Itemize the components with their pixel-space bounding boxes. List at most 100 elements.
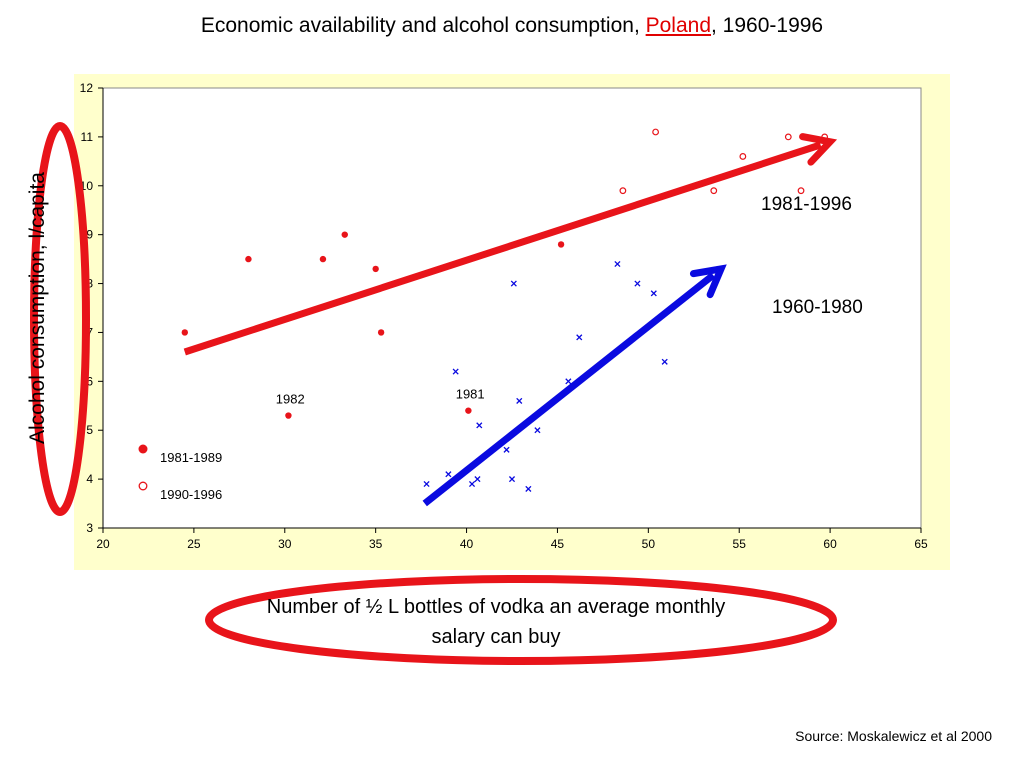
source-note: Source: Moskalewicz et al 2000 <box>795 728 992 744</box>
data-point-1960-1980 <box>614 260 621 268</box>
data-point-1960-1980 <box>508 476 516 483</box>
data-point-1960-1980 <box>468 480 476 488</box>
x-marker-stroke <box>716 265 723 272</box>
page-title: Economic availability and alcohol consum… <box>0 14 1024 38</box>
data-point-1960-1980 <box>503 446 510 453</box>
data-point-1960-1980 <box>650 290 657 297</box>
data-point-1960-1980 <box>525 485 532 492</box>
trend-arrow-head <box>689 264 727 299</box>
data-point-1981-1989 <box>245 255 252 263</box>
data-point-1981-1989 <box>181 329 188 336</box>
x-marker-stroke <box>452 368 459 375</box>
data-point-1960-1980 <box>476 422 483 429</box>
data-point-1960-1980 <box>716 265 723 272</box>
y-axis-label: Alcohol consumption, l/capita <box>26 172 49 444</box>
x-marker-stroke <box>576 334 583 341</box>
y-tick-label: 3 <box>86 521 93 535</box>
x-marker-stroke <box>534 427 541 434</box>
data-point-1960-1980 <box>565 378 572 385</box>
x-tick-label: 45 <box>551 537 565 551</box>
x-marker-stroke <box>468 480 476 488</box>
data-point-1990-1996 <box>821 133 829 141</box>
legend-marker-filled <box>138 444 148 454</box>
legend-label: 1981-1989 <box>160 450 222 465</box>
x-marker-stroke <box>476 422 483 429</box>
x-marker-stroke <box>634 280 641 287</box>
x-tick-label: 60 <box>823 537 837 551</box>
data-point-1990-1996 <box>797 187 805 195</box>
x-marker-stroke <box>510 280 517 287</box>
point-annotation: 1982 <box>276 391 305 406</box>
x-marker-stroke <box>503 446 510 453</box>
x-tick-label: 35 <box>369 537 383 551</box>
x-marker-stroke <box>614 260 621 268</box>
data-point-1981-1989 <box>372 265 379 273</box>
point-annotation: 1981 <box>456 386 485 401</box>
data-point-1990-1996 <box>739 153 747 160</box>
y-tick-label: 11 <box>81 130 94 144</box>
x-marker-stroke <box>661 358 668 365</box>
x-tick-label: 65 <box>914 537 928 551</box>
data-point-1990-1996 <box>652 128 660 136</box>
x-marker-stroke <box>516 397 523 404</box>
plot-area <box>102 87 922 529</box>
data-point-1960-1980 <box>474 476 481 483</box>
chart-annotations: 1982 1981 1981-1996 1960-1980 <box>276 194 863 406</box>
trend-arrow-shaft <box>422 272 716 507</box>
data-point-1990-1996 <box>784 133 792 141</box>
x-label-highlight-ellipse <box>205 575 837 665</box>
y-tick-label: 6 <box>86 374 93 388</box>
x-tick-label: 20 <box>96 537 110 551</box>
x-marker-stroke <box>525 485 532 492</box>
data-point-1960-1980 <box>534 427 541 434</box>
data-point-1960-1980 <box>423 480 430 488</box>
y-tick-label: 9 <box>86 228 93 242</box>
x-tick-label: 30 <box>278 537 292 551</box>
trend-arrow-head <box>799 133 838 166</box>
title-text-start: Economic availability and alcohol consum… <box>200 14 646 37</box>
y-tick-label: 12 <box>80 81 94 95</box>
data-point-1990-1996 <box>619 187 627 195</box>
title-text-end: , 1960-1996 <box>711 14 824 37</box>
arrow-label: 1981-1996 <box>761 194 852 215</box>
data-point-1960-1980 <box>516 397 523 404</box>
data-point-1981-1989 <box>465 407 472 414</box>
x-tick-label: 40 <box>460 537 474 551</box>
data-point-1981-1989 <box>557 241 565 248</box>
data-point-1960-1980 <box>510 280 517 287</box>
data-point-1960-1980 <box>634 280 641 287</box>
x-marker-stroke <box>508 476 516 483</box>
x-tick-label: 50 <box>642 537 656 551</box>
arrow-label: 1960-1980 <box>772 297 863 318</box>
x-marker-stroke <box>423 480 430 488</box>
legend-label: 1990-1996 <box>160 487 222 502</box>
trend-arrow-shaft <box>183 141 822 356</box>
x-marker-stroke <box>445 471 452 478</box>
x-marker-stroke <box>650 290 657 297</box>
data-points <box>181 128 829 492</box>
x-tick-label: 55 <box>733 537 747 551</box>
x-marker-stroke <box>474 476 481 483</box>
data-point-1981-1989 <box>285 412 292 419</box>
legend-marker-open <box>138 481 148 491</box>
y-tick-label: 8 <box>86 277 93 291</box>
trend-arrows <box>183 133 838 507</box>
data-point-1960-1980 <box>661 358 668 365</box>
x-marker-stroke <box>565 378 572 385</box>
data-point-1981-1989 <box>319 255 327 263</box>
data-point-1960-1980 <box>576 334 583 341</box>
data-point-1960-1980 <box>445 471 452 478</box>
y-tick-label: 5 <box>86 423 93 437</box>
x-tick-label: 25 <box>187 537 201 551</box>
data-point-1981-1989 <box>341 231 348 238</box>
data-point-1960-1980 <box>452 368 459 375</box>
title-highlight-link[interactable]: Poland <box>645 14 712 37</box>
y-tick-label: 4 <box>86 472 93 486</box>
data-point-1990-1996 <box>710 187 718 195</box>
y-label-highlight-ellipse <box>30 122 90 516</box>
x-axis-label: Number of ½ L bottles of vodka an averag… <box>266 596 726 648</box>
data-point-1981-1989 <box>377 329 385 336</box>
legend: 1981-1989 1990-1996 <box>138 444 222 502</box>
